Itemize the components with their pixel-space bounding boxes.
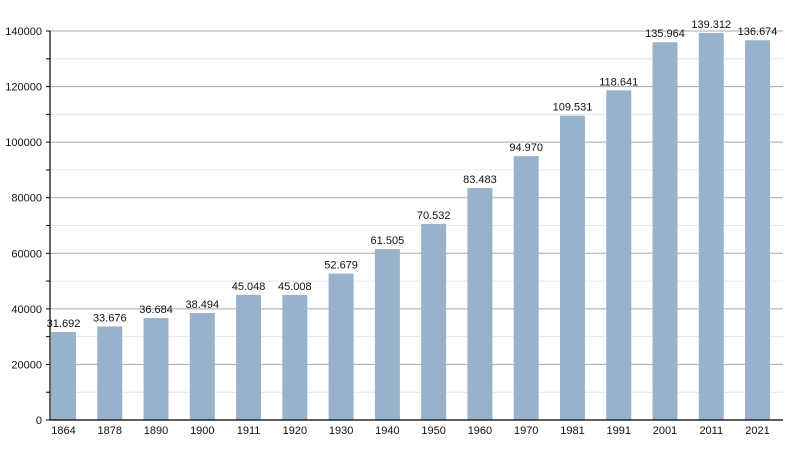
bar — [374, 249, 400, 420]
data-label: 135.964 — [645, 28, 685, 40]
y-tick-label: 40000 — [11, 304, 42, 316]
bar — [652, 42, 678, 420]
x-tick-label: 1920 — [283, 425, 307, 437]
x-tick-label: 1970 — [514, 425, 538, 437]
bar — [606, 90, 632, 420]
bar — [189, 313, 215, 420]
bar — [745, 40, 771, 421]
y-tick-label: 80000 — [11, 193, 42, 205]
bar — [698, 32, 724, 421]
data-label: 52.679 — [324, 260, 358, 272]
data-label: 36.684 — [139, 304, 173, 316]
data-label: 70.532 — [417, 210, 451, 222]
bar — [282, 294, 308, 420]
y-tick-label: 140000 — [5, 26, 42, 38]
x-tick-label: 1878 — [98, 425, 122, 437]
x-tick-label: 2021 — [745, 425, 769, 437]
bar — [236, 294, 262, 420]
y-tick-label: 60000 — [11, 248, 42, 260]
x-tick-label: 1960 — [468, 425, 492, 437]
bar — [51, 331, 76, 420]
data-label: 45.008 — [278, 281, 312, 293]
bar — [97, 326, 123, 420]
data-label: 31.692 — [47, 318, 81, 330]
data-label: 94.970 — [509, 142, 543, 154]
x-tick-label: 2001 — [653, 425, 677, 437]
x-tick-label: 1940 — [375, 425, 399, 437]
bar — [467, 188, 493, 420]
x-tick-label: 1911 — [237, 425, 261, 437]
y-tick-label: 20000 — [11, 359, 42, 371]
y-tick-label: 0 — [36, 415, 42, 427]
x-tick-label: 1900 — [190, 425, 214, 437]
bar — [421, 224, 447, 420]
data-label: 61.505 — [371, 235, 405, 247]
x-tick-label: 1950 — [421, 425, 445, 437]
y-tick-label: 100000 — [5, 137, 42, 149]
data-label: 83.483 — [463, 174, 497, 186]
x-tick-label: 1890 — [144, 425, 168, 437]
x-tick-label: 1981 — [560, 425, 584, 437]
data-label: 136.674 — [738, 26, 778, 38]
data-label: 139.312 — [691, 19, 731, 31]
bar — [143, 318, 169, 420]
x-tick-label: 2011 — [699, 425, 723, 437]
bar — [559, 115, 585, 421]
y-tick-label: 120000 — [5, 82, 42, 94]
data-label: 33.676 — [93, 312, 127, 324]
bar — [513, 156, 539, 420]
bar — [328, 273, 354, 420]
data-label: 45.048 — [232, 281, 266, 293]
x-tick-label: 1991 — [606, 425, 630, 437]
data-label: 118.641 — [599, 76, 638, 88]
data-label: 109.531 — [553, 102, 593, 114]
data-label: 38.494 — [185, 299, 219, 311]
x-tick-label: 1864 — [51, 425, 75, 437]
x-tick-label: 1930 — [329, 425, 353, 437]
